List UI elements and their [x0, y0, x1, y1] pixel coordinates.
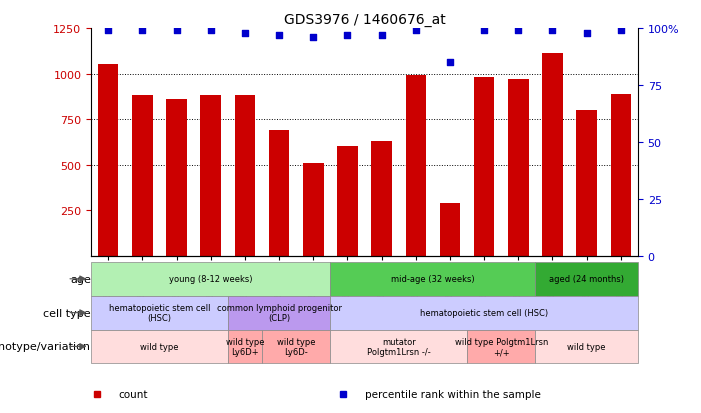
Text: age: age	[70, 274, 91, 284]
Bar	[132, 96, 153, 256]
Point	[444, 59, 456, 66]
Text: percentile rank within the sample: percentile rank within the sample	[365, 389, 540, 399]
Point	[410, 28, 421, 34]
Text: wild type: wild type	[567, 342, 606, 351]
Text: wild type
Ly6D+: wild type Ly6D+	[226, 337, 264, 356]
Bar	[91, 296, 228, 330]
Bar	[372, 142, 392, 256]
Point	[171, 28, 182, 34]
Bar	[269, 131, 290, 256]
Bar	[91, 330, 228, 363]
Bar	[235, 96, 255, 256]
Bar	[330, 330, 467, 363]
Text: wild type Polgtm1Lrsn
+/+: wild type Polgtm1Lrsn +/+	[454, 337, 548, 356]
Text: wild type
Ly6D-: wild type Ly6D-	[277, 337, 315, 356]
Text: wild type: wild type	[140, 342, 179, 351]
Bar	[508, 80, 529, 256]
Bar	[611, 94, 631, 256]
Bar	[262, 330, 330, 363]
Bar	[440, 203, 460, 256]
Text: cell type: cell type	[43, 308, 91, 318]
Point	[205, 28, 217, 34]
Bar	[405, 76, 426, 256]
Text: mid-age (32 weeks): mid-age (32 weeks)	[391, 275, 475, 284]
Bar	[166, 100, 186, 256]
Bar	[303, 164, 324, 256]
Bar	[228, 330, 262, 363]
Bar	[98, 65, 118, 256]
Point	[512, 28, 524, 34]
Point	[376, 32, 387, 39]
Text: hematopoietic stem cell
(HSC): hematopoietic stem cell (HSC)	[109, 303, 210, 323]
Point	[137, 28, 148, 34]
Bar	[467, 330, 536, 363]
Point	[273, 32, 285, 39]
Point	[342, 32, 353, 39]
Bar	[536, 262, 638, 296]
Text: mutator
Polgtm1Lrsn -/-: mutator Polgtm1Lrsn -/-	[367, 337, 430, 356]
Text: aged (24 months): aged (24 months)	[549, 275, 624, 284]
Point	[581, 30, 592, 37]
Bar	[543, 55, 563, 256]
Bar	[330, 296, 638, 330]
Title: GDS3976 / 1460676_at: GDS3976 / 1460676_at	[284, 12, 445, 26]
Text: genotype/variation: genotype/variation	[0, 342, 91, 351]
Bar	[330, 262, 536, 296]
Point	[308, 35, 319, 41]
Bar	[337, 147, 358, 256]
Point	[615, 28, 627, 34]
Point	[547, 28, 558, 34]
Bar	[536, 330, 638, 363]
Bar	[474, 78, 494, 256]
Bar	[576, 111, 597, 256]
Bar	[228, 296, 330, 330]
Point	[102, 28, 114, 34]
Text: count: count	[118, 389, 148, 399]
Text: young (8-12 weeks): young (8-12 weeks)	[169, 275, 252, 284]
Text: common lymphoid progenitor
(CLP): common lymphoid progenitor (CLP)	[217, 303, 341, 323]
Point	[239, 30, 250, 37]
Bar	[91, 262, 330, 296]
Text: hematopoietic stem cell (HSC): hematopoietic stem cell (HSC)	[420, 309, 548, 317]
Point	[479, 28, 490, 34]
Bar	[200, 96, 221, 256]
